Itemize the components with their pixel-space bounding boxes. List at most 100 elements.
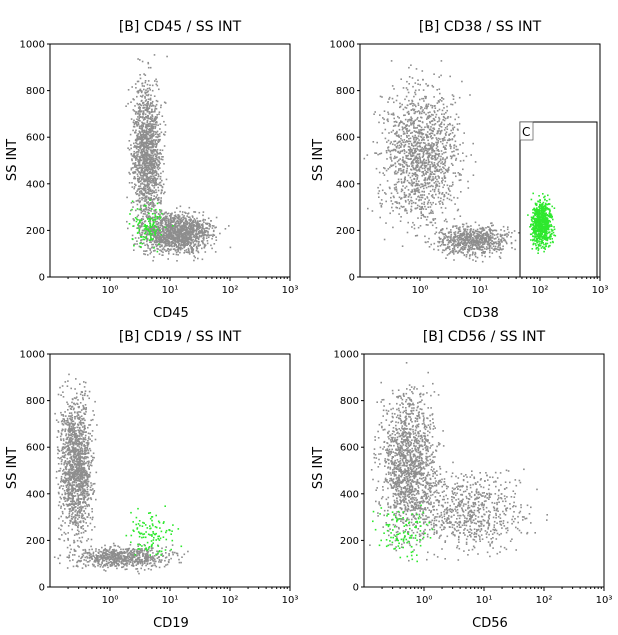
event-point <box>156 202 159 205</box>
event-point <box>149 99 152 101</box>
event-point <box>396 160 399 163</box>
event-point <box>478 247 481 249</box>
event-point <box>166 55 168 58</box>
event-point <box>142 141 144 144</box>
event-point <box>418 155 421 157</box>
event-point <box>402 158 404 161</box>
event-point <box>436 149 438 152</box>
event-point <box>162 170 164 173</box>
event-point <box>478 224 480 227</box>
event-point <box>382 172 384 174</box>
event-point <box>147 167 149 169</box>
event-point <box>151 156 154 159</box>
event-point <box>429 147 432 150</box>
event-point <box>188 251 191 253</box>
event-point <box>149 84 151 86</box>
event-point <box>177 229 179 231</box>
event-point <box>146 154 148 157</box>
event-point <box>202 237 205 240</box>
event-point <box>144 100 147 102</box>
event-point <box>167 212 170 215</box>
event-point <box>442 186 444 189</box>
event-point <box>140 174 142 177</box>
event-point <box>192 216 194 218</box>
event-point <box>448 139 450 142</box>
event-point <box>395 121 398 123</box>
event-point <box>164 131 167 133</box>
event-point <box>141 225 143 227</box>
event-point <box>199 235 201 237</box>
event-point <box>145 89 147 91</box>
event-point <box>421 121 424 123</box>
event-point <box>181 213 184 216</box>
event-point <box>442 198 445 201</box>
event-point <box>390 131 393 133</box>
event-point <box>456 252 459 254</box>
event-point <box>446 184 449 187</box>
event-point <box>474 239 476 242</box>
event-point <box>151 202 153 204</box>
event-point <box>374 111 376 113</box>
event-point <box>160 222 162 224</box>
event-point <box>402 108 405 111</box>
event-point <box>451 124 454 127</box>
event-point <box>141 172 144 174</box>
event-point <box>156 136 159 139</box>
event-point <box>424 216 427 218</box>
event-point <box>138 194 141 196</box>
event-point <box>514 239 517 242</box>
event-point <box>134 163 137 166</box>
event-point <box>188 222 191 224</box>
event-point <box>134 217 137 219</box>
event-point <box>143 164 146 167</box>
event-point <box>177 214 180 216</box>
event-point <box>224 228 227 230</box>
event-point <box>420 212 423 214</box>
event-point <box>146 91 149 93</box>
event-point <box>169 228 171 231</box>
event-point <box>137 158 139 161</box>
event-point <box>149 104 151 106</box>
event-point <box>443 145 445 148</box>
event-point <box>152 140 154 142</box>
event-point <box>389 142 392 145</box>
event-point <box>162 235 164 237</box>
event-point <box>157 183 160 186</box>
event-point <box>411 135 414 138</box>
event-point <box>416 132 419 134</box>
event-point <box>403 150 406 152</box>
event-point <box>426 85 429 87</box>
event-point <box>153 210 155 212</box>
event-point <box>151 240 154 242</box>
event-point <box>461 233 464 236</box>
event-point <box>445 131 448 133</box>
event-point <box>444 146 446 149</box>
event-point <box>382 117 384 119</box>
event-point <box>136 90 139 93</box>
event-point <box>398 169 400 172</box>
event-point <box>162 230 164 233</box>
event-point <box>159 128 161 130</box>
event-point <box>436 178 438 181</box>
event-point <box>140 239 142 242</box>
event-point <box>157 139 160 141</box>
event-point <box>483 247 486 250</box>
event-point <box>142 160 145 163</box>
event-point <box>143 138 146 140</box>
event-point <box>143 73 145 75</box>
event-point <box>148 233 151 235</box>
event-point <box>410 155 412 158</box>
event-point <box>435 185 437 187</box>
event-point <box>452 225 454 227</box>
event-point <box>435 169 438 172</box>
event-point <box>160 237 163 239</box>
event-point <box>429 170 432 173</box>
event-point <box>154 143 156 145</box>
event-point <box>159 217 162 219</box>
event-point <box>424 95 426 98</box>
event-point <box>451 94 454 96</box>
event-point <box>419 120 421 122</box>
event-point <box>413 138 415 141</box>
event-point <box>159 209 161 211</box>
event-point <box>446 117 449 119</box>
